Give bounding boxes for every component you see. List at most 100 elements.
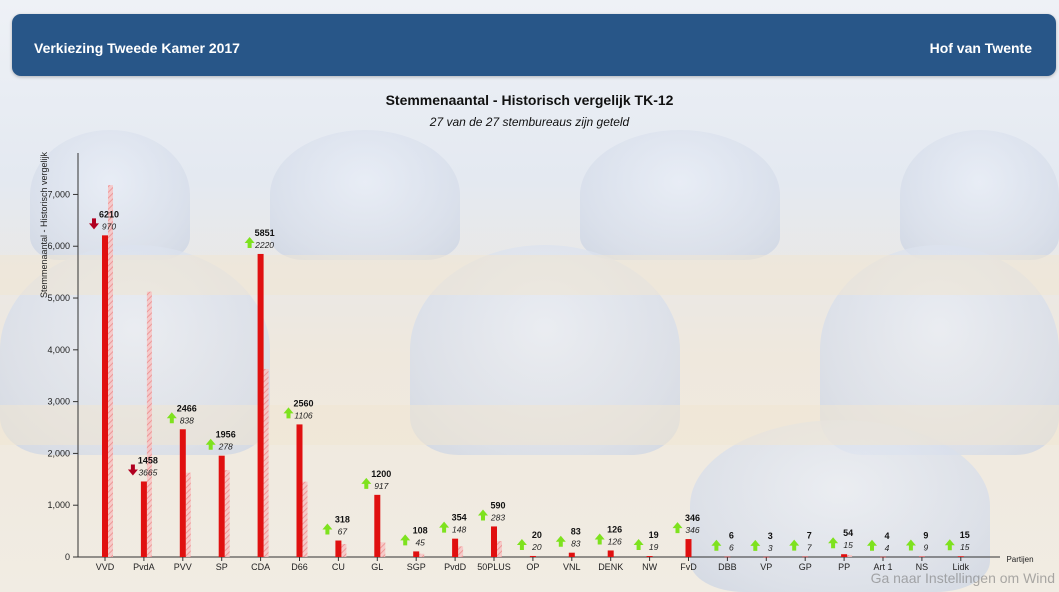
x-tick-label: NW <box>642 562 657 572</box>
change-label: 1106 <box>294 410 313 420</box>
data-label: 1956 <box>216 430 236 440</box>
x-tick-label: 50PLUS <box>477 562 511 572</box>
bar-previous <box>224 470 230 557</box>
data-label: 4 <box>884 531 889 541</box>
data-label: 318 <box>335 515 350 525</box>
background-band <box>0 255 1059 295</box>
y-tick-label: 0 <box>65 552 70 562</box>
bar-current <box>296 424 303 557</box>
data-label: 1458 <box>138 455 158 465</box>
bar-current <box>568 552 575 557</box>
data-label: 83 <box>571 527 581 537</box>
bar-previous <box>847 554 853 557</box>
bar-current <box>257 253 264 557</box>
x-tick-label: SP <box>216 562 228 572</box>
arrow-up-icon <box>789 539 800 551</box>
data-label: 15 <box>960 530 970 540</box>
change-label: 2220 <box>254 240 274 250</box>
change-label: 67 <box>338 527 348 537</box>
bar-current <box>529 555 536 557</box>
change-label: 838 <box>180 415 194 425</box>
arrow-up-icon <box>711 539 722 551</box>
bar-current <box>102 235 108 557</box>
bar-current <box>607 550 614 557</box>
data-label: 54 <box>843 528 853 538</box>
change-label: 278 <box>218 442 233 452</box>
x-tick-label: OP <box>526 562 539 572</box>
data-label: 3 <box>768 531 773 541</box>
x-tick-label: SGP <box>407 562 426 572</box>
y-tick-label: 4,000 <box>47 345 70 355</box>
background-seat <box>690 420 990 592</box>
data-label: 346 <box>685 513 700 523</box>
background-seat <box>900 130 1059 260</box>
y-tick-label: 6,000 <box>47 241 70 251</box>
bar-previous <box>108 185 113 557</box>
arrow-up-icon <box>478 509 488 521</box>
x-tick-label: DBB <box>718 562 737 572</box>
bar-current <box>724 556 731 558</box>
arrow-up-icon <box>439 521 450 533</box>
arrow-up-icon <box>361 477 372 489</box>
x-tick-label: Lidk <box>953 562 970 572</box>
background-seat <box>270 130 460 260</box>
arrow-up-icon <box>905 539 916 551</box>
change-label: 917 <box>374 481 388 491</box>
data-label: 6 <box>729 531 734 541</box>
data-label: 6210 <box>99 209 119 219</box>
election-title: Verkiezing Tweede Kamer 2017 <box>34 40 240 56</box>
arrow-up-icon <box>322 523 333 535</box>
change-label: 3 <box>768 543 773 553</box>
arrow-up-icon <box>867 539 877 551</box>
bar-current <box>763 556 770 558</box>
x-tick-label: D66 <box>291 562 308 572</box>
chart-subtitle: 27 van de 27 stembureaus zijn geteld <box>429 115 630 129</box>
bar-current <box>335 540 342 557</box>
bar-previous <box>341 543 347 557</box>
arrow-up-icon <box>400 534 411 546</box>
change-label: 7 <box>807 543 812 553</box>
bar-current <box>918 556 925 558</box>
bar-current <box>646 556 653 557</box>
data-label: 20 <box>532 530 542 540</box>
bar-previous <box>419 553 425 557</box>
change-label: 283 <box>490 512 505 522</box>
x-axis-label: Partijen <box>1006 555 1033 564</box>
x-tick-label: FvD <box>680 562 697 572</box>
bar-current <box>802 556 809 558</box>
arrow-down-icon <box>89 218 99 230</box>
data-label: 354 <box>452 513 467 523</box>
data-label: 126 <box>607 524 622 534</box>
change-label: 9 <box>924 543 929 553</box>
bar-current <box>179 429 186 557</box>
arrow-up-icon <box>828 537 839 549</box>
x-tick-label: PvdA <box>133 562 155 572</box>
arrow-down-icon <box>127 464 138 476</box>
y-tick-label: 3,000 <box>47 397 70 407</box>
y-tick-label: 1,000 <box>47 500 70 510</box>
change-label: 126 <box>608 536 622 546</box>
change-label: 970 <box>102 221 116 231</box>
x-tick-label: PvdD <box>444 562 467 572</box>
arrow-up-icon <box>166 412 177 424</box>
x-tick-label: DENK <box>598 562 623 572</box>
bar-previous <box>380 542 386 557</box>
x-tick-label: PVV <box>174 562 192 572</box>
change-label: 15 <box>960 542 970 552</box>
data-label: 108 <box>413 525 428 535</box>
bar-current <box>957 556 964 557</box>
arrow-up-icon <box>283 407 294 419</box>
arrow-up-icon <box>244 236 255 248</box>
bar-current <box>140 481 147 557</box>
bar-current <box>218 455 225 557</box>
app-header: Verkiezing Tweede Kamer 2017 Hof van Twe… <box>12 14 1056 76</box>
change-label: 3665 <box>138 467 157 477</box>
data-label: 7 <box>807 531 812 541</box>
bar-current <box>880 556 886 558</box>
x-tick-label: VP <box>760 562 772 572</box>
background-seat <box>580 130 780 260</box>
bar-current <box>413 551 420 557</box>
y-tick-label: 5,000 <box>47 293 70 303</box>
y-tick-label: 7,000 <box>47 189 70 199</box>
